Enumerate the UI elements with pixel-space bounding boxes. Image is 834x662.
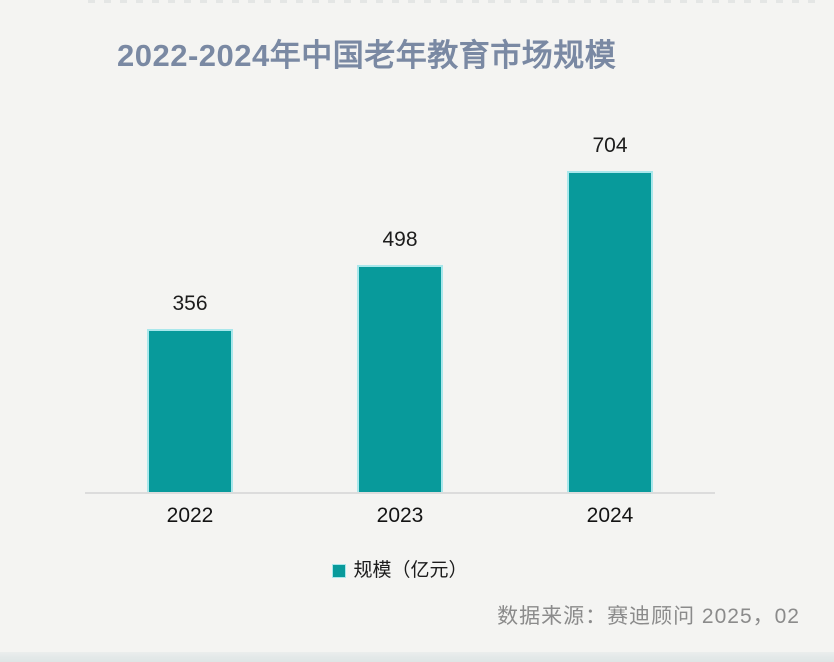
bar-group-2024: 704	[505, 130, 715, 493]
x-axis-label: 2023	[376, 504, 424, 527]
legend-label: 规模（亿元）	[353, 560, 468, 581]
bar	[567, 171, 653, 493]
bar-value-label: 704	[592, 134, 628, 157]
source-text: 数据来源：赛迪顾问 2025，02	[497, 605, 800, 628]
cropped-text-remnant	[88, 0, 824, 3]
bar-value-label: 498	[382, 228, 418, 251]
x-axis-labels: 2022 2023 2024	[85, 504, 715, 528]
bar-group-2023: 498	[295, 130, 505, 493]
x-axis-line	[85, 492, 715, 494]
bar	[147, 329, 233, 493]
legend: 规模（亿元）	[85, 560, 715, 582]
bar-value-label: 356	[172, 292, 208, 315]
legend-swatch-icon	[332, 564, 347, 578]
chart-title: 2022-2024年中国老年教育市场规模	[117, 38, 617, 73]
x-axis-label: 2022	[166, 504, 214, 527]
x-axis-label: 2024	[586, 504, 634, 527]
bar	[357, 265, 443, 493]
plot-area: 356 498 704	[85, 130, 715, 493]
bottom-strip	[0, 652, 834, 662]
bar-group-2022: 356	[85, 130, 295, 493]
